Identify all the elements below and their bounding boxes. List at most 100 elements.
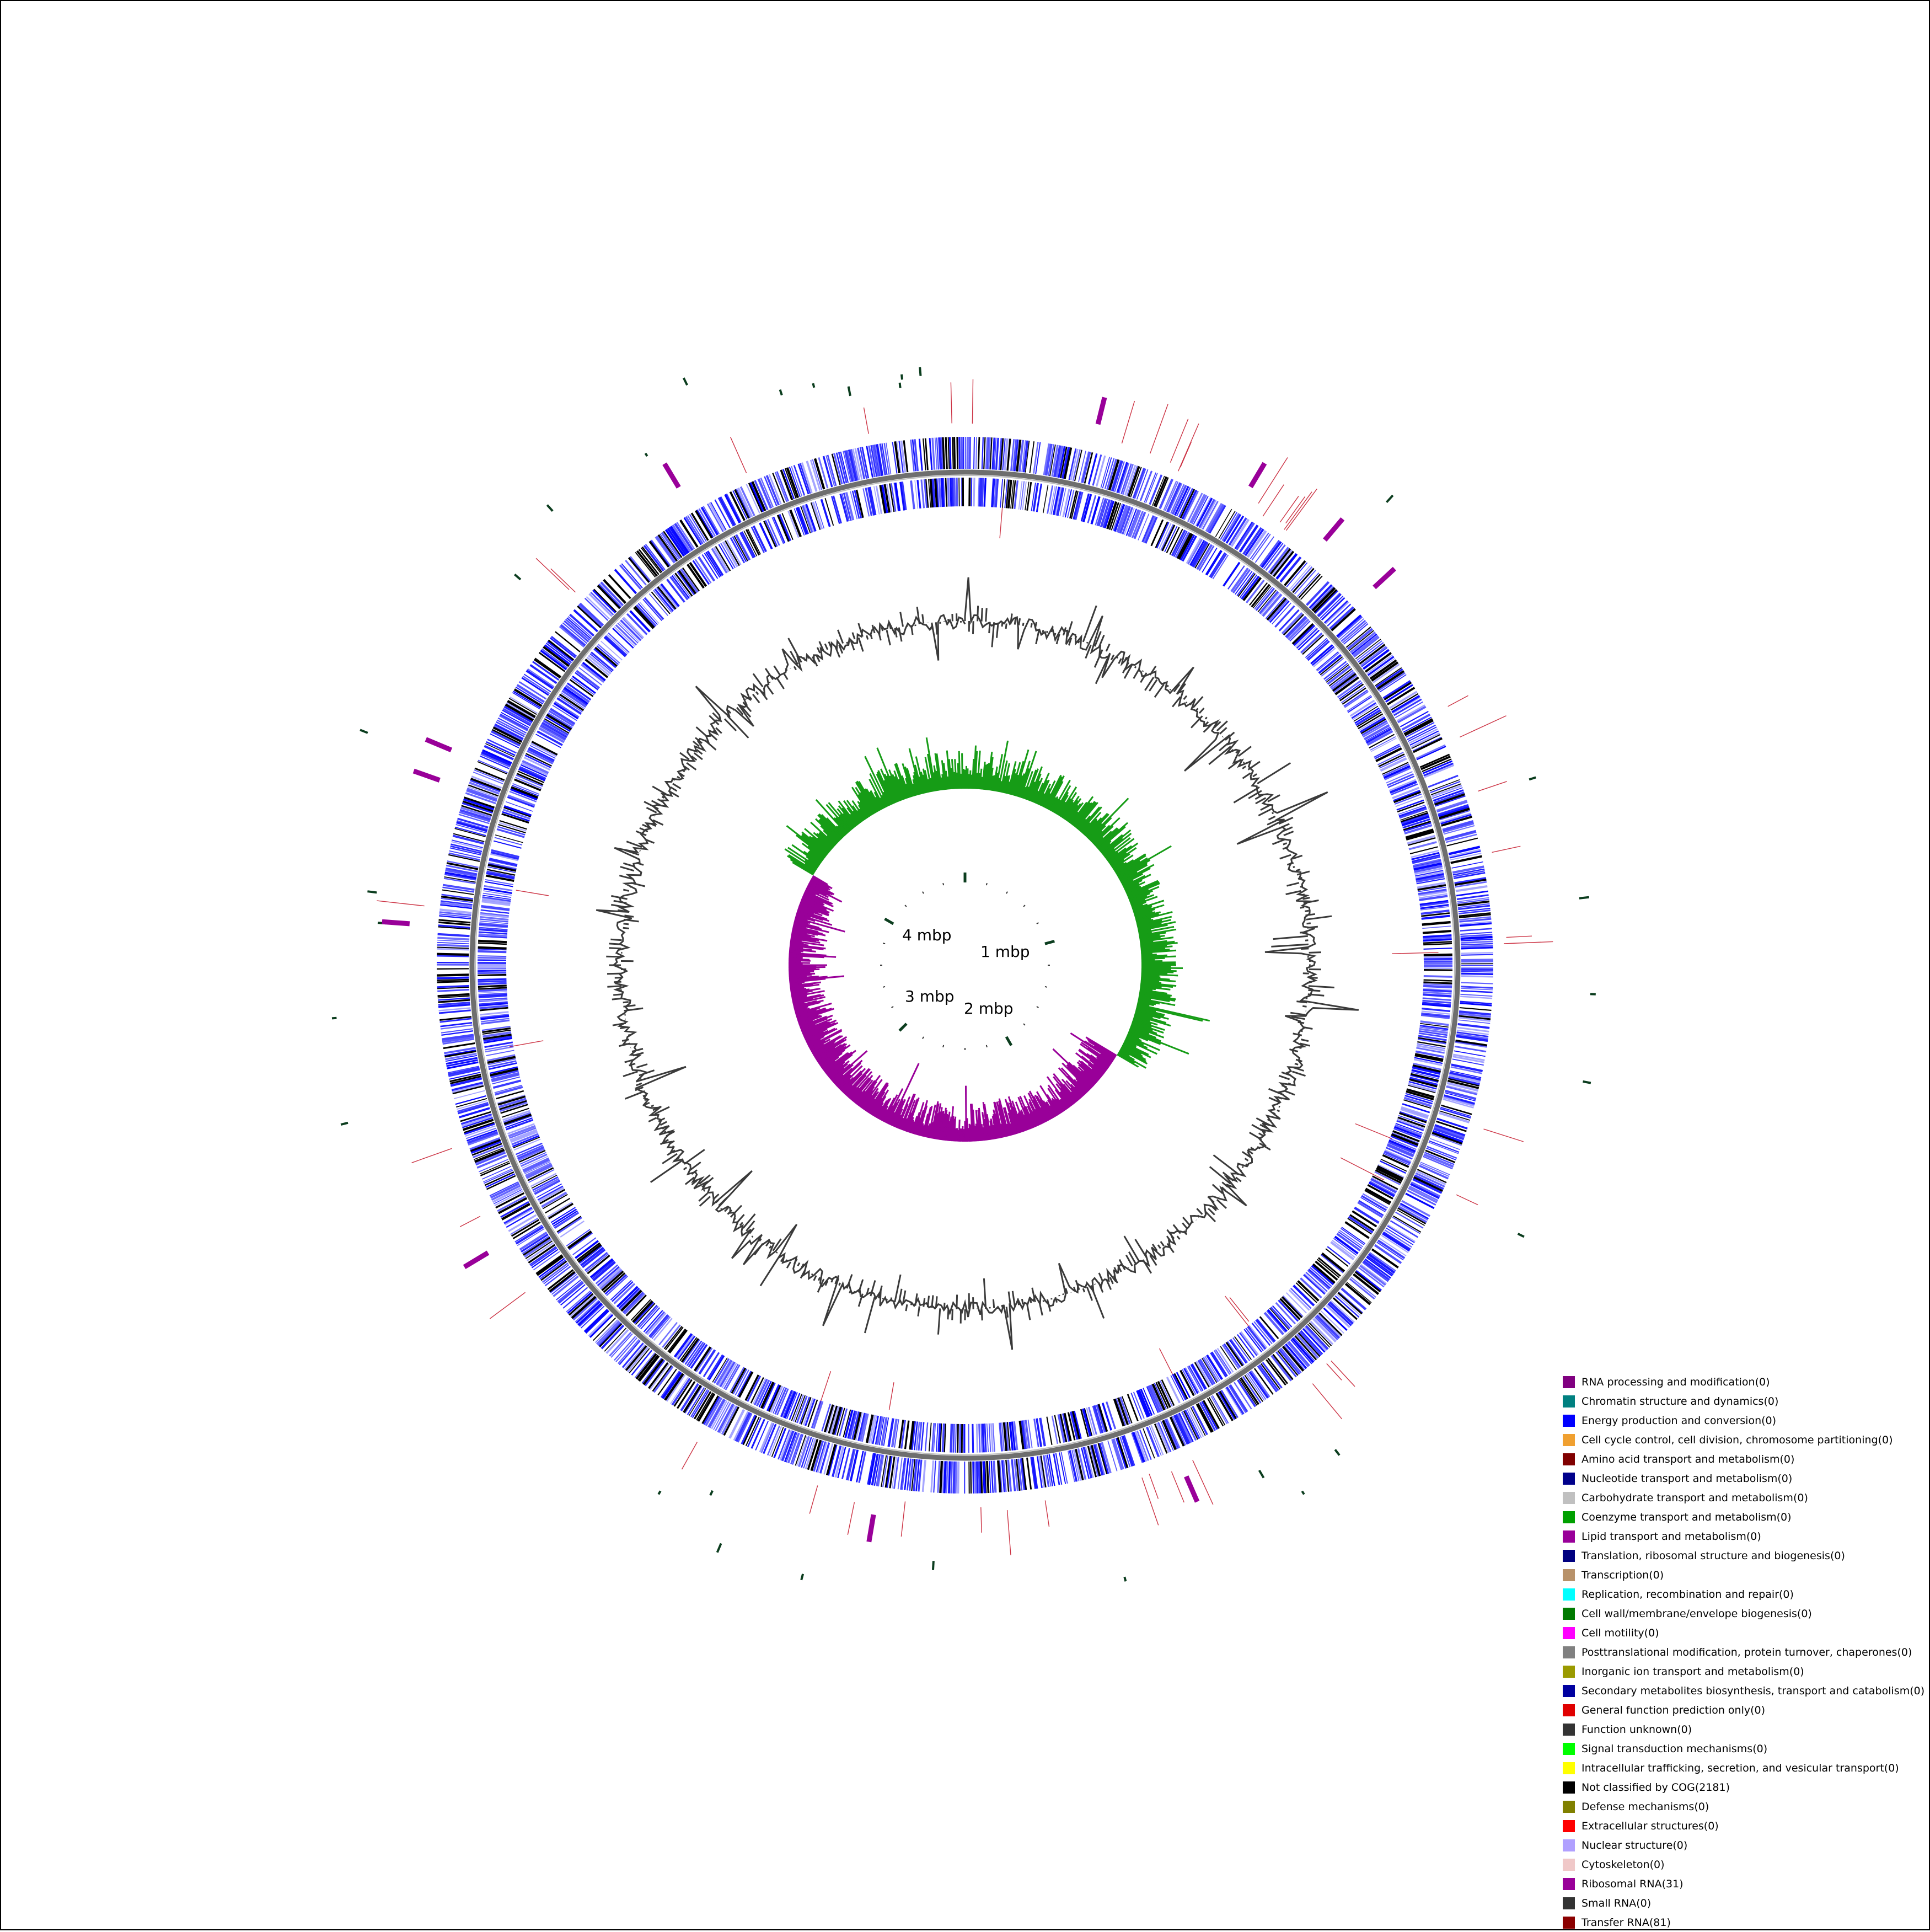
rna-feature <box>426 740 451 750</box>
gc-content-bar <box>731 1206 742 1217</box>
rna-feature <box>1172 1471 1184 1502</box>
cds-feature <box>478 981 507 982</box>
rna-feature <box>341 1123 348 1125</box>
gc-content-bar <box>776 677 784 689</box>
cds-feature <box>1254 1321 1272 1344</box>
gc-content-bar <box>753 694 759 703</box>
cds-feature <box>832 496 839 524</box>
rna-feature <box>1507 936 1532 937</box>
gc-content-bar <box>1306 914 1315 916</box>
legend-item: Secondary metabolites biosynthesis, tran… <box>1563 1681 1927 1700</box>
legend-swatch <box>1563 1608 1575 1620</box>
gc-skew-bar <box>962 753 963 789</box>
gc-content-bar <box>859 1280 863 1293</box>
legend-swatch <box>1563 1666 1575 1678</box>
cds-feature <box>478 986 507 987</box>
gc-content-bar <box>825 644 828 650</box>
legend-swatch <box>1563 1839 1575 1851</box>
gc-content-bar <box>1285 1091 1295 1095</box>
cds-feature <box>894 1457 899 1489</box>
gc-content-bar <box>684 1168 687 1170</box>
gc-content-bar <box>993 1299 994 1308</box>
gc-content-bar <box>1167 1244 1174 1253</box>
legend-label: Not classified by COG(2181) <box>1581 1781 1730 1794</box>
gc-content-bar <box>838 630 843 644</box>
rna-feature <box>464 1253 488 1267</box>
gc-content-bar <box>1259 1133 1264 1136</box>
cds-feature <box>949 1462 950 1494</box>
cds-feature <box>950 478 951 506</box>
legend-item: Extracellular structures(0) <box>1563 1816 1927 1835</box>
gc-content-bar <box>1269 816 1275 820</box>
legend-swatch <box>1563 1473 1575 1485</box>
gc-content-bar <box>766 684 773 694</box>
rna-feature <box>1122 401 1134 443</box>
gc-content-bar <box>1293 1072 1306 1076</box>
cds-feature <box>437 981 469 982</box>
rna-feature <box>1149 1474 1158 1498</box>
gc-content-bar <box>1119 659 1122 663</box>
cds-feature <box>979 1462 980 1494</box>
cds-feature <box>483 893 511 898</box>
gc-content-bar <box>624 1005 636 1007</box>
legend-item: Amino acid transport and metabolism(0) <box>1563 1449 1927 1469</box>
legend-swatch <box>1563 1530 1575 1543</box>
gc-content-bar <box>1055 1297 1057 1303</box>
cds-feature <box>437 986 469 987</box>
gc-skew-bar <box>789 967 825 968</box>
legend-label: Nucleotide transport and metabolism(0) <box>1581 1473 1792 1485</box>
gc-content-bar <box>725 719 736 731</box>
gc-content-bar <box>1063 628 1065 636</box>
cds-feature <box>1261 1363 1280 1389</box>
legend-item: Nucleotide transport and metabolism(0) <box>1563 1469 1927 1488</box>
rna-feature <box>1448 695 1468 707</box>
gc-content-bar <box>612 998 623 999</box>
cds-feature <box>960 1424 961 1453</box>
gc-skew-bar <box>967 1118 968 1142</box>
cds-feature <box>1043 485 1048 513</box>
legend-item: Cytoskeleton(0) <box>1563 1855 1927 1874</box>
legend-swatch <box>1563 1859 1575 1871</box>
gc-content-bar <box>1047 631 1048 633</box>
cds-feature <box>1089 453 1097 484</box>
cds-feature <box>1280 1299 1300 1320</box>
rna-feature <box>510 1041 543 1047</box>
legend-item: Defense mechanisms(0) <box>1563 1797 1927 1816</box>
cds-feature <box>946 478 947 507</box>
legend-label: Lipid transport and metabolism(0) <box>1581 1530 1761 1543</box>
gc-content-bar <box>1191 716 1202 727</box>
cds-feature <box>932 438 935 470</box>
cds-feature <box>1461 944 1493 945</box>
scale-tick <box>923 892 924 894</box>
legend-label: Energy production and conversion(0) <box>1581 1415 1776 1427</box>
gc-content-bar <box>1012 1291 1015 1306</box>
gc-content-bar <box>1019 618 1020 625</box>
cds-feature <box>833 496 841 523</box>
gc-content-bar <box>1170 689 1171 691</box>
gc-content-bar <box>684 1149 705 1164</box>
cds-feature <box>1451 857 1482 863</box>
gc-content-bar <box>1300 886 1303 887</box>
legend-label: Amino acid transport and metabolism(0) <box>1581 1453 1794 1465</box>
gc-content-bar <box>850 1290 851 1293</box>
gc-content-bar <box>1145 677 1154 691</box>
rna-feature <box>1186 1476 1197 1502</box>
gc-content-bar <box>662 796 664 798</box>
gc-content-bar <box>628 1035 630 1036</box>
gc-content-bar <box>631 883 645 886</box>
cds-feature <box>478 979 506 980</box>
gc-content-bar <box>1242 766 1246 768</box>
gc-skew-bar <box>960 1128 961 1142</box>
cds-feature <box>1270 1308 1289 1330</box>
legend-label: Function unknown(0) <box>1581 1724 1692 1736</box>
gc-content-bar <box>1299 1047 1301 1048</box>
legend-label: Extracellular structures(0) <box>1581 1820 1719 1832</box>
rna-feature <box>1230 1297 1249 1321</box>
scale-tick <box>1023 1024 1025 1025</box>
gc-content-bar <box>1059 1295 1060 1296</box>
gc-content-bar <box>1022 1299 1023 1304</box>
gc-content-bar <box>618 990 622 991</box>
cds-feature <box>991 1423 993 1452</box>
gc-content-bar <box>1095 650 1102 667</box>
gc-content-bar <box>716 1200 719 1203</box>
